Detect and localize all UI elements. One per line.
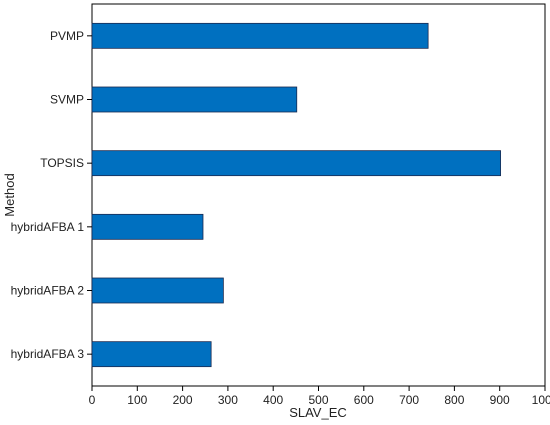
x-axis-label: SLAV_EC bbox=[289, 405, 347, 420]
bar-topsis bbox=[91, 150, 502, 177]
bar-pvmp bbox=[91, 22, 429, 49]
bars-layer bbox=[91, 22, 502, 368]
x-tick-label: 200 bbox=[173, 393, 193, 407]
x-tick-label: 500 bbox=[308, 393, 328, 407]
y-category-label: hybridAFBA 2 bbox=[11, 284, 85, 298]
bar-hybridafba-1 bbox=[91, 213, 204, 240]
bar-hybridafba-3 bbox=[91, 341, 212, 368]
y-axis-label: Method bbox=[2, 173, 17, 216]
bar-svmp bbox=[91, 86, 298, 113]
x-tick-label: 800 bbox=[444, 393, 464, 407]
bar-hybridafba-2 bbox=[91, 277, 224, 304]
y-category-label: hybridAFBA 1 bbox=[11, 220, 85, 234]
x-tick-label: 600 bbox=[354, 393, 374, 407]
x-tick-label: 0 bbox=[89, 393, 96, 407]
x-tick-label: 400 bbox=[263, 393, 283, 407]
x-tick-label: 1000 bbox=[532, 393, 550, 407]
y-category-label: PVMP bbox=[50, 29, 84, 43]
y-category-label: hybridAFBA 3 bbox=[11, 347, 85, 361]
y-category-label: TOPSIS bbox=[40, 156, 84, 170]
x-tick-label: 900 bbox=[490, 393, 510, 407]
x-tick-label: 300 bbox=[218, 393, 238, 407]
x-tick-label: 100 bbox=[127, 393, 147, 407]
y-category-labels: PVMP SVMP TOPSIS hybridAFBA 1 hybridAFBA 2 hy… bbox=[11, 29, 92, 361]
x-tick-label: 700 bbox=[399, 393, 419, 407]
x-axis-ticks: 0 100 200 300 400 500 600 700 800 900 1000 bbox=[89, 386, 550, 407]
y-category-label: SVMP bbox=[50, 93, 84, 107]
plot-frame bbox=[91, 3, 546, 387]
